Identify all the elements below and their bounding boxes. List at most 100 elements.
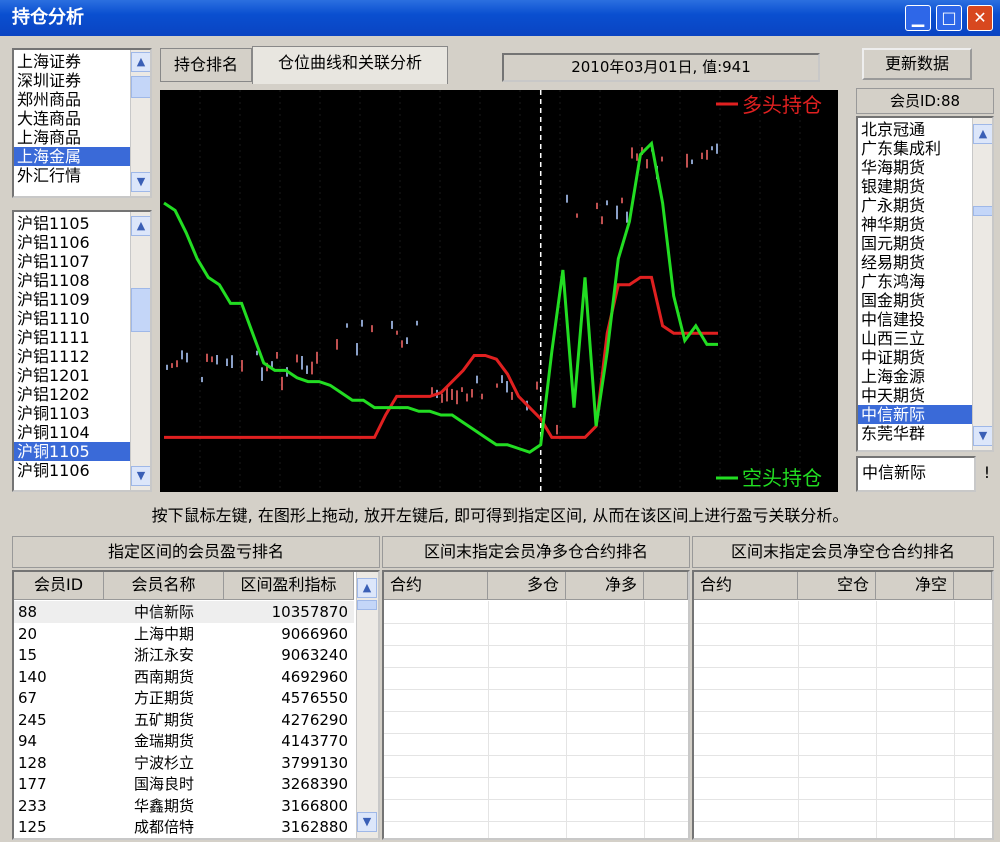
position-chart-svg[interactable]: 多头持仓 空头持仓 — [160, 90, 838, 492]
member-list-item[interactable]: 东莞华群 — [861, 424, 926, 443]
member-name-cell: 西南期货 — [133, 667, 194, 686]
member-list-item[interactable]: 华海期货 — [861, 158, 926, 177]
member-list-item[interactable]: 中信新际 — [858, 405, 972, 424]
col-header-net-short[interactable]: 净空 — [876, 572, 954, 600]
col-header-long-position[interactable]: 多仓 — [488, 572, 566, 600]
contract-list[interactable]: 沪铝1105 沪铝1106 沪铝1107 沪铝1108 沪铝1109 沪铝1110 沪铝11… — [12, 210, 152, 492]
member-list-item[interactable]: 神华期货 — [861, 215, 926, 234]
member-list[interactable]: 北京冠通 广东集成利 华海期货 银建期货 广永期货 神华期货 国元期货 经易期货 广东鸿海 国金期… — [856, 116, 994, 452]
member-list-item[interactable]: 经易期货 — [861, 253, 926, 272]
member-pnl-table[interactable]: 会员ID 会员名称 区间盈利指标 88 中信新际 10357870 20 上海中期 906… — [12, 570, 380, 840]
market-list-item[interactable]: 上海证券 — [17, 52, 82, 71]
scroll-thumb[interactable] — [131, 288, 150, 332]
tab-position-ranking[interactable]: 持仓排名 — [160, 48, 252, 82]
contract-list-item[interactable]: 沪铝1201 — [17, 366, 90, 385]
contract-list-item[interactable]: 沪铝1112 — [17, 347, 90, 366]
member-list-item[interactable]: 山西三立 — [861, 329, 926, 348]
scroll-thumb[interactable] — [131, 76, 150, 98]
member-list-scrollbar[interactable]: ▲ ▼ — [972, 118, 992, 450]
market-list-item[interactable]: 上海商品 — [17, 128, 82, 147]
contract-list-item[interactable]: 沪铜1103 — [17, 404, 90, 423]
update-data-button[interactable]: 更新数据 — [862, 48, 972, 80]
col-header-short-position[interactable]: 空仓 — [798, 572, 876, 600]
scroll-up-icon[interactable]: ▲ — [131, 216, 150, 236]
price-tick-mark — [396, 330, 398, 335]
scroll-up-icon[interactable]: ▲ — [973, 124, 992, 144]
table-row[interactable]: 94 金瑞期货 4143770 — [14, 730, 354, 752]
selected-member-field[interactable]: 中信新际 — [856, 456, 976, 492]
col-header-member-name[interactable]: 会员名称 — [104, 572, 224, 600]
contract-list-item[interactable]: 沪铝1109 — [17, 290, 90, 309]
member-id-cell: 15 — [18, 646, 38, 664]
price-tick-mark — [446, 387, 448, 402]
member-list-item[interactable]: 国金期货 — [861, 291, 926, 310]
contract-list-item[interactable]: 沪铝1202 — [17, 385, 90, 404]
market-list-item[interactable]: 外汇行情 — [17, 166, 82, 185]
table-row[interactable]: 177 国海良时 3268390 — [14, 773, 354, 795]
position-chart[interactable]: 多头持仓 空头持仓 — [160, 90, 838, 492]
market-list[interactable]: 上海证券 深圳证券 郑州商品 大连商品 上海商品 上海金属 外汇行情 ▲ ▼ — [12, 48, 152, 198]
table-row[interactable]: 67 方正期货 4576550 — [14, 687, 354, 709]
market-list-scrollbar[interactable]: ▲ ▼ — [130, 50, 150, 196]
price-tick-mark — [466, 393, 468, 402]
table-row[interactable]: 125 成都倍特 3162880 — [14, 816, 354, 838]
member-list-item[interactable]: 国元期货 — [861, 234, 926, 253]
close-button[interactable]: ✕ — [967, 5, 993, 31]
table-row[interactable]: 128 宁波杉立 3799130 — [14, 752, 354, 774]
col-header-net-long[interactable]: 净多 — [566, 572, 644, 600]
contract-list-item[interactable]: 沪铜1105 — [14, 442, 130, 461]
member-list-item[interactable]: 北京冠通 — [861, 120, 926, 139]
market-list-item[interactable]: 上海金属 — [14, 147, 130, 166]
member-list-item[interactable]: 广永期货 — [861, 196, 926, 215]
scroll-down-icon[interactable]: ▼ — [131, 172, 150, 192]
scroll-thumb[interactable] — [357, 600, 377, 610]
market-list-item[interactable]: 郑州商品 — [17, 90, 82, 109]
net-short-table[interactable]: 合约 空仓 净空 — [692, 570, 994, 840]
member-name-cell: 宁波杉立 — [133, 753, 194, 772]
col-header-contract[interactable]: 合约 — [694, 572, 798, 600]
contract-list-item[interactable]: 沪铝1111 — [17, 328, 90, 347]
contract-list-item[interactable]: 沪铝1106 — [17, 233, 90, 252]
scroll-thumb[interactable] — [973, 206, 992, 216]
contract-list-item[interactable]: 沪铜1106 — [17, 461, 90, 480]
contract-list-item[interactable]: 沪铝1107 — [17, 252, 90, 271]
table-row[interactable]: 233 华鑫期货 3166800 — [14, 795, 354, 817]
member-list-item[interactable]: 银建期货 — [861, 177, 926, 196]
col-header-member-id[interactable]: 会员ID — [14, 572, 104, 600]
scroll-down-icon[interactable]: ▼ — [131, 466, 150, 486]
scroll-up-icon[interactable]: ▲ — [131, 52, 150, 72]
tab-position-curve[interactable]: 仓位曲线和关联分析 — [252, 46, 448, 84]
table-row[interactable]: 88 中信新际 10357870 — [14, 601, 354, 623]
contract-list-item[interactable]: 沪铝1105 — [17, 214, 90, 233]
minimize-button[interactable]: ▁ — [905, 5, 931, 31]
table-row[interactable]: 15 浙江永安 9063240 — [14, 644, 354, 666]
table-row[interactable]: 245 五矿期货 4276290 — [14, 709, 354, 731]
table-row[interactable]: 140 西南期货 4692960 — [14, 666, 354, 688]
col-header-contract[interactable]: 合约 — [384, 572, 488, 600]
col-header-filler — [644, 572, 688, 600]
col-header-profit-index[interactable]: 区间盈利指标 — [224, 572, 354, 600]
price-tick-mark — [211, 356, 213, 363]
member-list-item[interactable]: 广东集成利 — [861, 139, 942, 158]
member-list-item[interactable]: 中天期货 — [861, 386, 926, 405]
net-long-table[interactable]: 合约 多仓 净多 — [382, 570, 690, 840]
contract-list-item[interactable]: 沪铜1104 — [17, 423, 90, 442]
price-tick-mark — [306, 365, 308, 374]
contract-list-item[interactable]: 沪铝1110 — [17, 309, 90, 328]
member-list-item[interactable]: 中证期货 — [861, 348, 926, 367]
scroll-down-icon[interactable]: ▼ — [973, 426, 992, 446]
scroll-down-icon[interactable]: ▼ — [357, 812, 377, 832]
maximize-button[interactable]: □ — [936, 5, 962, 31]
member-id-cell: 140 — [18, 667, 47, 686]
table-row[interactable]: 20 上海中期 9066960 — [14, 623, 354, 645]
scroll-up-icon[interactable]: ▲ — [357, 578, 377, 598]
contract-list-item[interactable]: 沪铝1108 — [17, 271, 90, 290]
market-list-item[interactable]: 大连商品 — [17, 109, 82, 128]
contract-list-scrollbar[interactable]: ▲ ▼ — [130, 212, 150, 490]
market-list-item[interactable]: 深圳证券 — [17, 71, 82, 90]
member-list-item[interactable]: 中信建投 — [861, 310, 926, 329]
price-tick-mark — [166, 364, 168, 370]
member-list-item[interactable]: 广东鸿海 — [861, 272, 926, 291]
member-pnl-table-scrollbar[interactable]: ▲ ▼ — [356, 572, 378, 838]
member-list-item[interactable]: 上海金源 — [861, 367, 926, 386]
